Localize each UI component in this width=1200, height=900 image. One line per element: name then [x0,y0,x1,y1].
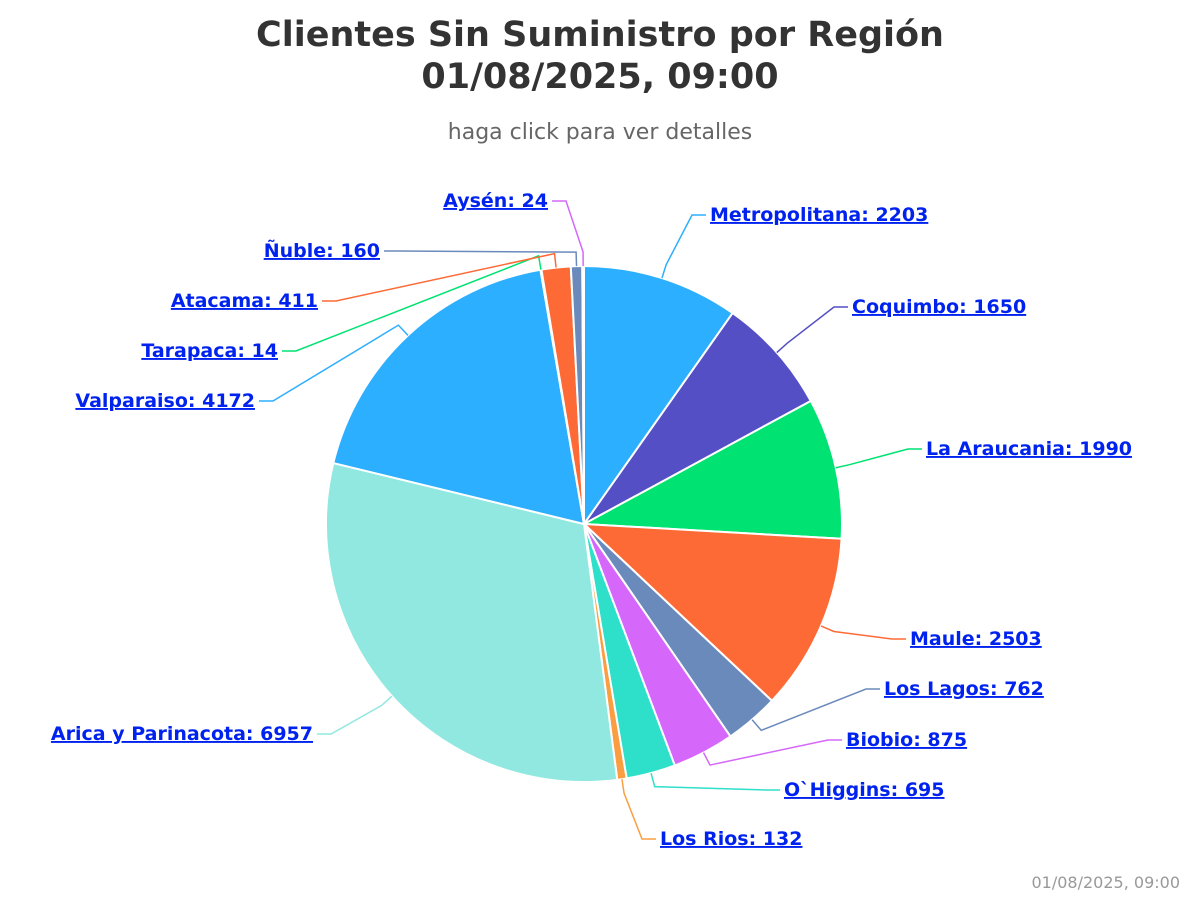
connector-metropolitana [661,214,706,279]
data-label-o-higgins[interactable]: O`Higgins: 695 [784,779,945,801]
data-label-biobio[interactable]: Biobio: 875 [846,729,967,751]
data-label-metropolitana[interactable]: Metropolitana: 2203 [710,204,928,226]
pie-slice-coquimbo[interactable] [583,312,812,525]
data-label-maule[interactable]: Maule: 2503 [910,628,1042,650]
data-label-valparaiso[interactable]: Valparaiso: 4172 [75,390,255,412]
data-label-atacama[interactable]: Atacama: 411 [171,290,318,312]
connector-valparaiso [259,324,409,402]
chart-title: Clientes Sin Suministro por Región 01/08… [0,14,1200,98]
data-label-los-lagos[interactable]: Los Lagos: 762 [884,678,1044,700]
data-label-la-araucania[interactable]: La Araucania: 1990 [926,438,1132,460]
chart-title-line1: Clientes Sin Suministro por Región [256,15,944,55]
data-label-aysen[interactable]: Aysén: 24 [443,190,548,212]
connector-tarapaca [282,254,542,352]
pie-slice-arica-y-parinacota[interactable] [325,462,619,783]
label-connectors [259,200,922,840]
connector-los-lagos [751,688,880,732]
data-label-arica-y-parinacota[interactable]: Arica y Parinacota: 6957 [51,723,313,745]
connector-nuble [384,250,578,267]
connector-coquimbo [776,306,848,354]
data-label-los-rios[interactable]: Los Rios: 132 [660,828,802,850]
connector-maule [820,625,906,640]
connector-los-rios [621,779,656,840]
connector-la-araucania [835,448,922,469]
connector-o-higgins [650,772,780,791]
data-label-coquimbo[interactable]: Coquimbo: 1650 [852,296,1026,318]
pie-slice-la-araucania[interactable] [583,399,843,540]
connector-biobio [702,739,842,766]
connector-arica-y-parinacota [317,695,393,735]
chart-credit: 01/08/2025, 09:00 [1031,873,1181,892]
pie-slice-maule[interactable] [583,523,843,702]
data-label-tarapaca[interactable]: Tarapaca: 14 [141,340,278,362]
chart-subtitle: haga click para ver detalles [447,120,753,145]
pie-slice-aysen[interactable] [581,265,585,525]
data-label-nuble[interactable]: Ñuble: 160 [264,238,380,262]
pie-slices [325,265,843,783]
connector-atacama [322,252,557,302]
chart-title-line2: 01/08/2025, 09:00 [421,57,779,97]
pie-slice-valparaiso[interactable] [332,268,585,525]
connector-aysen [552,200,584,267]
data-labels: Metropolitana: 2203 Coquimbo: 1650 La Arau… [51,190,1132,850]
